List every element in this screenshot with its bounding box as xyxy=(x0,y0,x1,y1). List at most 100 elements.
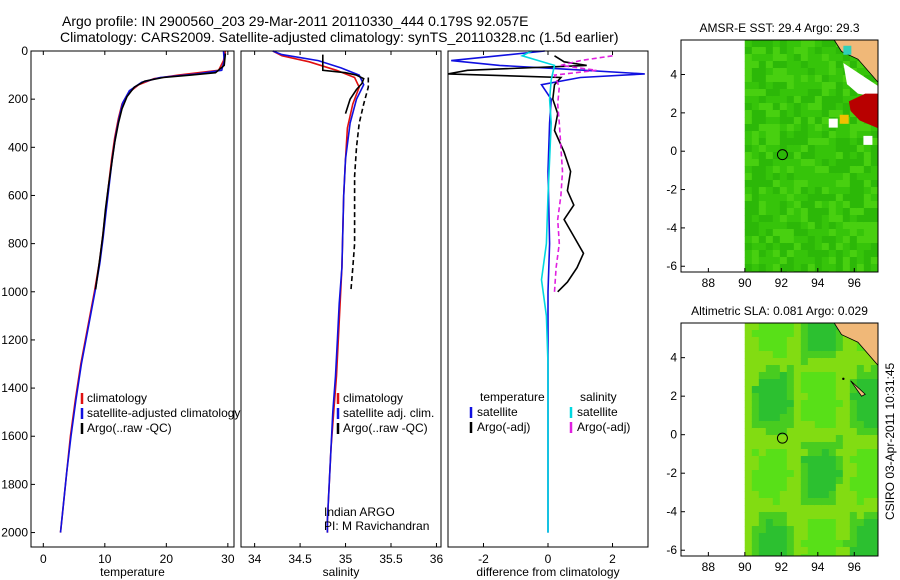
altimetric-sla-cell xyxy=(807,519,816,527)
amsre-sst-cyan-cell xyxy=(843,45,852,55)
amsre-sst-cell xyxy=(793,138,802,146)
amsre-sst-cell xyxy=(849,215,858,223)
amsre-sst-cell xyxy=(849,173,858,181)
altimetric-sla-cell xyxy=(849,414,858,422)
altimetric-sla-cell xyxy=(849,512,858,520)
amsre-sst-cell xyxy=(765,180,774,188)
amsre-sst-cell xyxy=(793,145,802,153)
altimetric-sla-cell xyxy=(870,379,878,387)
altimetric-sla-cell xyxy=(814,400,823,408)
amsre-sst-cell xyxy=(856,138,865,146)
amsre-sst-cell xyxy=(786,250,795,258)
altimetric-sla-cell xyxy=(842,554,851,556)
altimetric-sla-cell xyxy=(800,428,809,436)
altimetric-sla-cell xyxy=(835,379,844,387)
amsre-sst-cell xyxy=(842,166,851,174)
altimetric-sla-cell xyxy=(751,344,760,352)
altimetric-sla-cell xyxy=(849,540,858,548)
altimetric-sla-ytick-label: 0 xyxy=(670,428,677,442)
altimetric-sla-cell xyxy=(870,477,878,485)
altimetric-sla-xtick-label: 88 xyxy=(702,560,716,574)
altimetric-sla-cell xyxy=(835,456,844,464)
altimetric-sla-cell xyxy=(765,400,774,408)
altimetric-sla-cell xyxy=(779,379,788,387)
altimetric-sla-cell xyxy=(800,344,809,352)
altimetric-sla-cell xyxy=(863,554,872,556)
altimetric-sla-cell xyxy=(751,554,760,556)
altimetric-sla-cell xyxy=(765,470,774,478)
altimetric-sla-cell xyxy=(828,393,837,401)
amsre-sst-ytick-label: -4 xyxy=(666,221,677,235)
sst-map-panel: AMSR-E SST: 29.4 Argo: 29.3 88 90 92 94 96 4 2 0… xyxy=(666,21,879,290)
salinity-frame xyxy=(240,50,442,548)
amsre-sst-cell xyxy=(793,257,802,265)
altimetric-sla-cell xyxy=(758,344,767,352)
altimetric-sla-cell xyxy=(765,379,774,387)
amsre-sst-cell xyxy=(765,145,774,153)
amsre-sst-cell xyxy=(814,75,823,83)
difference-series-1 xyxy=(447,55,587,293)
altimetric-sla-cell xyxy=(821,428,830,436)
altimetric-sla-cell xyxy=(765,477,774,485)
altimetric-sla-cell xyxy=(779,400,788,408)
amsre-sst-cell xyxy=(744,68,753,76)
temperature-series-1 xyxy=(59,50,226,533)
amsre-sst-cell xyxy=(821,187,830,195)
amsre-sst-cell xyxy=(835,166,844,174)
altimetric-sla-cell xyxy=(765,323,774,331)
amsre-sst-cell xyxy=(772,103,781,111)
amsre-sst-cell xyxy=(800,257,809,265)
altimetric-sla-cell xyxy=(779,463,788,471)
altimetric-sla-cell xyxy=(870,442,878,450)
altimetric-sla-cell xyxy=(786,554,795,556)
amsre-sst-cell xyxy=(779,201,788,209)
amsre-sst-cell xyxy=(793,215,802,223)
altimetric-sla-cell xyxy=(828,386,837,394)
amsre-sst-cell xyxy=(856,243,865,251)
altimetric-sla-cell xyxy=(856,519,865,527)
amsre-sst-cell xyxy=(863,229,872,237)
altimetric-sla-cell xyxy=(856,414,865,422)
amsre-sst-cell xyxy=(765,257,774,265)
altimetric-sla-cell xyxy=(800,505,809,513)
altimetric-sla-cell xyxy=(744,540,753,548)
amsre-sst-cell xyxy=(786,180,795,188)
amsre-sst-cell xyxy=(877,215,878,223)
amsre-sst-cell xyxy=(765,194,774,202)
altimetric-sla-cell xyxy=(758,435,767,443)
amsre-sst-cell xyxy=(779,82,788,90)
altimetric-sla-cell xyxy=(821,554,830,556)
altimetric-sla-cell xyxy=(807,393,816,401)
amsre-sst-cell xyxy=(856,201,865,209)
amsre-sst-cell xyxy=(877,236,878,244)
altimetric-sla-cell xyxy=(870,400,878,408)
amsre-sst-cell xyxy=(863,215,872,223)
altimetric-sla-cell xyxy=(744,456,753,464)
salinity-annotation: Indian ARGO xyxy=(324,505,395,519)
amsre-sst-cell xyxy=(828,54,837,62)
altimetric-sla-cell xyxy=(793,379,802,387)
altimetric-sla-cell xyxy=(863,477,872,485)
altimetric-sla-cell xyxy=(849,463,858,471)
amsre-sst-cell xyxy=(744,208,753,216)
amsre-sst-cell xyxy=(821,82,830,90)
altimetric-sla-cell xyxy=(849,491,858,499)
altimetric-sla-cell xyxy=(751,379,760,387)
amsre-sst-cell xyxy=(870,159,878,167)
amsre-sst-cell xyxy=(877,103,878,111)
amsre-sst-cell xyxy=(800,180,809,188)
altimetric-sla-cell xyxy=(828,456,837,464)
amsre-sst-cell xyxy=(835,229,844,237)
amsre-sst-cell xyxy=(758,201,767,209)
amsre-sst-cell xyxy=(877,68,878,76)
altimetric-sla-cell xyxy=(800,484,809,492)
altimetric-sla-cell xyxy=(786,435,795,443)
altimetric-sla-cell xyxy=(821,330,830,338)
altimetric-sla-cell xyxy=(772,547,781,555)
amsre-sst-cell xyxy=(870,194,878,202)
altimetric-sla-cell xyxy=(744,477,753,485)
temperature-series-2 xyxy=(94,53,227,290)
altimetric-sla-cell xyxy=(877,540,878,548)
amsre-sst-cell xyxy=(863,173,872,181)
amsre-sst-cell xyxy=(772,215,781,223)
